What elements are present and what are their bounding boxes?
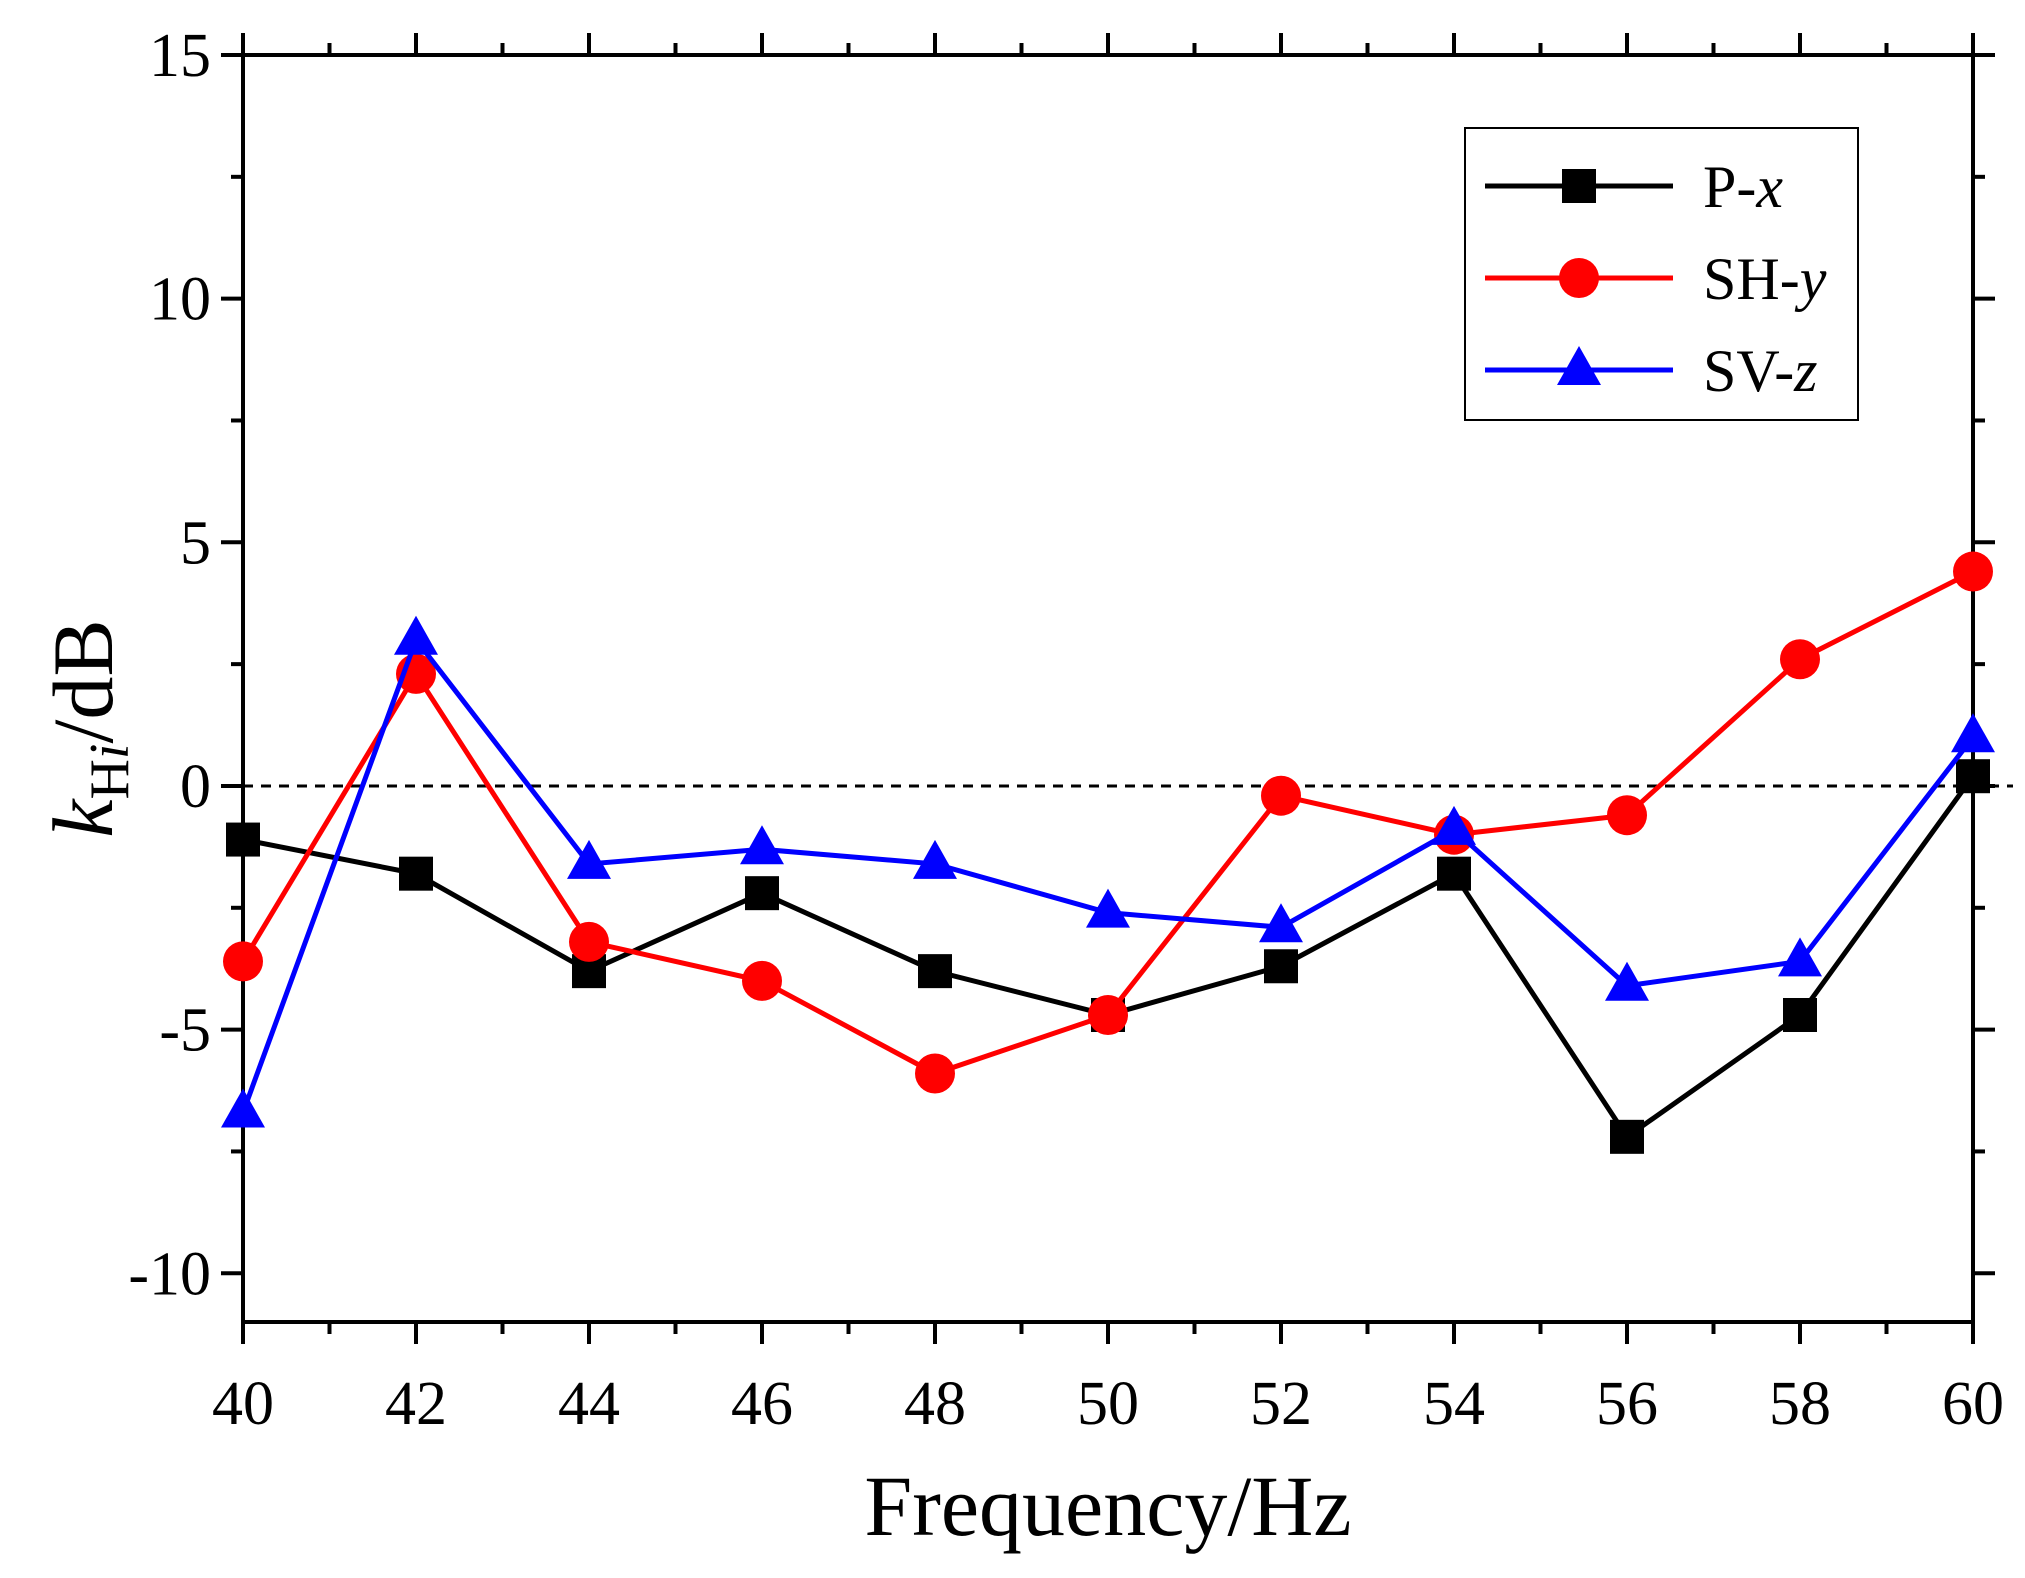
y-axis-title: kHi/dB — [35, 619, 141, 837]
x-tick-label: 48 — [904, 1370, 966, 1438]
data-point-sh-y — [1953, 551, 1993, 592]
x-tick-label: 42 — [385, 1370, 447, 1438]
series-p-x — [226, 759, 1990, 1154]
legend: P-xSH-ySV-z — [1464, 127, 1859, 421]
y-tick-label: 10 — [149, 266, 211, 334]
data-point-sh-y — [742, 960, 782, 1001]
data-point-p-x — [1956, 759, 1990, 794]
data-point-sv-z — [1951, 713, 1995, 753]
data-point-sh-y — [569, 921, 609, 962]
data-point-p-x — [226, 822, 260, 857]
legend-label-prefix: P- — [1703, 154, 1756, 220]
data-point-p-x — [399, 856, 433, 891]
y-tick-label: 5 — [180, 509, 211, 577]
y-tick-label: 15 — [149, 22, 211, 90]
y-tick-label: 0 — [180, 753, 211, 821]
legend-marker-sh-y — [1559, 258, 1599, 298]
x-tick-label: 56 — [1596, 1370, 1658, 1438]
legend-label-p-x: P-x — [1703, 154, 1783, 220]
data-point-sv-z — [740, 825, 784, 865]
data-point-sv-z — [567, 839, 611, 879]
x-tick-label: 60 — [1942, 1370, 2004, 1438]
x-tick-label: 46 — [731, 1370, 793, 1438]
legend-label-sh-y: SH-y — [1703, 246, 1827, 312]
legend-marker-p-x — [1562, 169, 1596, 203]
legend-label-sv-z: SV-z — [1703, 338, 1818, 404]
data-point-sv-z — [1432, 805, 1476, 845]
legend-item-p-x: P-x — [1485, 154, 1783, 220]
x-tick-label: 40 — [212, 1370, 274, 1438]
legend-label-prefix: SV- — [1703, 338, 1794, 404]
data-point-p-x — [1264, 949, 1298, 984]
data-point-sh-y — [223, 941, 263, 982]
legend-item-sv-z: SV-z — [1485, 338, 1818, 404]
y-tick-label: -10 — [128, 1240, 211, 1308]
data-point-p-x — [1610, 1119, 1644, 1154]
x-axis-title: Frequency/Hz — [864, 1458, 1351, 1554]
data-point-p-x — [1437, 856, 1471, 891]
y-axis-title-subscript-index: i — [79, 744, 141, 760]
data-point-sh-y — [1607, 795, 1647, 836]
data-point-sv-z — [1778, 937, 1822, 977]
series-layer — [221, 551, 1995, 1154]
data-point-sv-z — [1259, 903, 1303, 943]
legend-label-variable: z — [1793, 338, 1817, 404]
x-tick-label: 52 — [1250, 1370, 1312, 1438]
x-tick-label: 50 — [1077, 1370, 1139, 1438]
axes: 40 42 44 46 48 50 52 54 56 58 60 -10 -5 0 5 10 15 — [128, 22, 2013, 1438]
series-line-p-x — [242, 774, 1976, 1141]
series-sv-z — [221, 615, 1995, 1128]
data-point-sv-z — [1605, 961, 1649, 1001]
y-axis-title-subscript: H — [79, 759, 141, 799]
data-point-p-x — [1783, 997, 1817, 1032]
x-tick-label: 54 — [1423, 1370, 1485, 1438]
data-point-sh-y — [1261, 775, 1301, 816]
y-tick-label: -5 — [159, 997, 211, 1065]
y-axis-title-base: k — [35, 798, 131, 838]
data-point-sh-y — [1780, 639, 1820, 680]
data-point-p-x — [918, 954, 952, 989]
legend-item-sh-y: SH-y — [1485, 246, 1827, 312]
legend-label-prefix: SH- — [1703, 246, 1800, 312]
x-tick-label: 44 — [558, 1370, 620, 1438]
series-sh-y — [223, 551, 1993, 1094]
data-point-sv-z — [221, 1088, 265, 1128]
data-point-sv-z — [394, 615, 438, 655]
y-axis-title-unit: /dB — [35, 619, 131, 743]
x-tick-label: 58 — [1769, 1370, 1831, 1438]
legend-label-variable: x — [1755, 154, 1783, 220]
data-point-p-x — [745, 876, 779, 911]
legend-label-variable: y — [1794, 246, 1827, 312]
data-point-sh-y — [1088, 994, 1128, 1035]
data-point-sv-z — [1086, 888, 1130, 928]
data-point-sh-y — [915, 1053, 955, 1094]
data-point-sv-z — [913, 839, 957, 879]
series-line-sv-z — [240, 634, 1975, 1114]
legend-marker-sv-z — [1557, 346, 1601, 385]
